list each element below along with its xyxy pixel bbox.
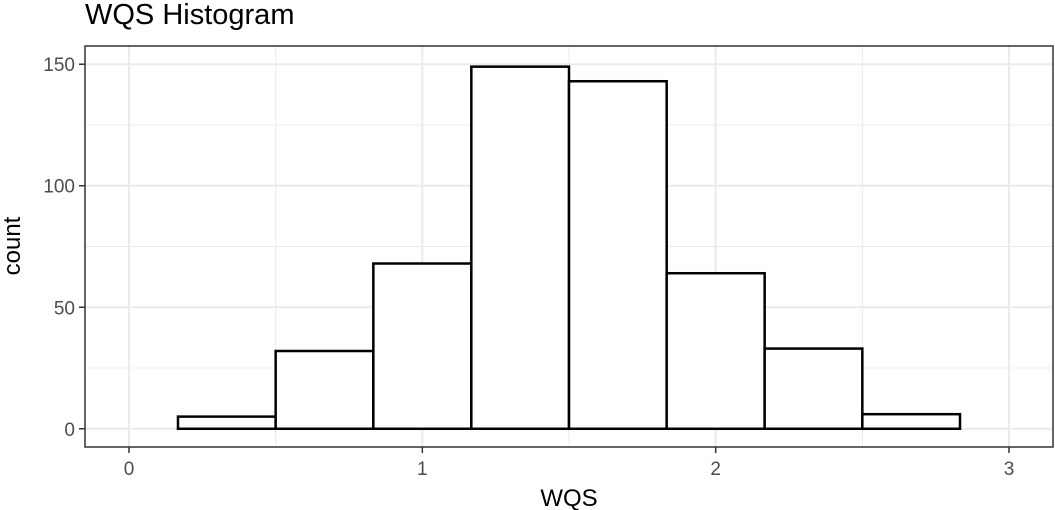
histogram-bar <box>763 347 864 431</box>
y-tick-label: 100 <box>43 177 75 198</box>
histogram-bar <box>567 79 668 431</box>
y-tick-label: 150 <box>43 55 75 76</box>
x-tick-label: 2 <box>710 459 721 480</box>
histogram-bar <box>274 349 375 431</box>
y-axis-ticks: 0 50 100 150 <box>43 55 85 441</box>
x-axis-label: WQS <box>540 485 597 510</box>
panel-border <box>84 45 1054 448</box>
chart-title: WQS Histogram <box>85 0 294 31</box>
x-tick-label: 0 <box>124 459 135 480</box>
histogram-bar <box>665 271 766 431</box>
x-tick-label: 3 <box>1004 459 1015 480</box>
x-tick-label: 1 <box>417 459 428 480</box>
histogram-bar <box>861 412 962 431</box>
y-axis-label: count <box>0 216 26 275</box>
y-tick-label: 0 <box>64 420 75 441</box>
bars <box>176 65 962 431</box>
histogram-bar <box>470 65 571 431</box>
histogram-bar <box>176 415 277 431</box>
y-tick-label: 50 <box>54 298 75 319</box>
x-axis-ticks: 0 1 2 3 <box>124 447 1015 480</box>
histogram-bar <box>372 262 473 431</box>
